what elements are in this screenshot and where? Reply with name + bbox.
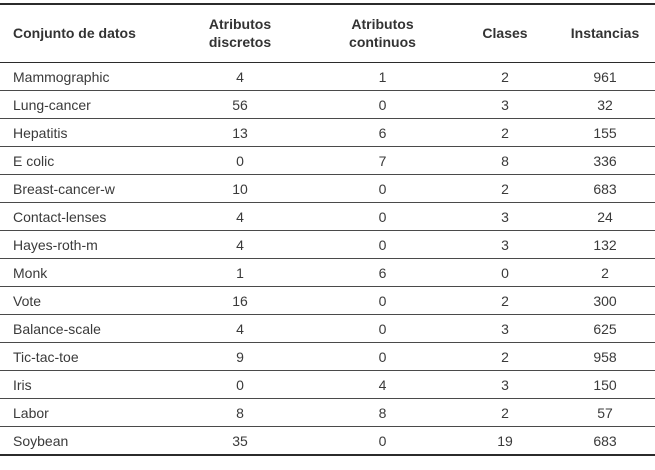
table-row: Monk 1 6 0 2: [0, 258, 655, 287]
instances-cell: 958: [555, 342, 655, 371]
column-header-discrete-attributes: Atributos discretos: [170, 4, 310, 63]
classes-cell: 3: [455, 202, 555, 231]
table-row: Lung-cancer 56 0 3 32: [0, 90, 655, 119]
discrete-attributes-cell: 4: [170, 314, 310, 343]
continuous-attributes-cell: 1: [310, 62, 455, 91]
classes-cell: 2: [455, 62, 555, 91]
discrete-attributes-cell: 4: [170, 202, 310, 231]
discrete-attributes-cell: 10: [170, 174, 310, 203]
instances-cell: 155: [555, 118, 655, 147]
column-header-instances: Instancias: [555, 4, 655, 63]
continuous-attributes-cell: 0: [310, 286, 455, 315]
table-row: Soybean 35 0 19 683: [0, 427, 655, 456]
column-header-discrete-attributes-label: Atributos discretos: [208, 16, 272, 50]
table-row: Vote 16 0 2 300: [0, 286, 655, 315]
dataset-name-cell: Lung-cancer: [0, 90, 170, 119]
discrete-attributes-cell: 9: [170, 342, 310, 371]
continuous-attributes-cell: 4: [310, 370, 455, 399]
dataset-name-cell: Labor: [0, 398, 170, 427]
discrete-attributes-cell: 0: [170, 370, 310, 399]
table-row: Hayes-roth-m 4 0 3 132: [0, 230, 655, 259]
classes-cell: 2: [455, 286, 555, 315]
continuous-attributes-cell: 8: [310, 398, 455, 427]
continuous-attributes-cell: 0: [310, 202, 455, 231]
column-header-dataset: Conjunto de datos: [0, 4, 170, 63]
table-row: E colic 0 7 8 336: [0, 146, 655, 175]
dataset-name-cell: Breast-cancer-w: [0, 174, 170, 203]
continuous-attributes-cell: 7: [310, 146, 455, 175]
classes-cell: 3: [455, 370, 555, 399]
instances-cell: 32: [555, 90, 655, 119]
instances-cell: 300: [555, 286, 655, 315]
instances-cell: 625: [555, 314, 655, 343]
continuous-attributes-cell: 0: [310, 174, 455, 203]
table-row: Balance-scale 4 0 3 625: [0, 314, 655, 343]
header-row: Conjunto de datos Atributos discretos At…: [0, 4, 655, 63]
continuous-attributes-cell: 0: [310, 342, 455, 371]
instances-cell: 683: [593, 432, 617, 449]
table-header: Conjunto de datos Atributos discretos At…: [0, 4, 655, 63]
dataset-name-cell: Hepatitis: [0, 118, 170, 147]
table-row: Hepatitis 13 6 2 155: [0, 118, 655, 147]
discrete-attributes-cell: 1: [170, 258, 310, 287]
table-body: Mammographic 4 1 2 961 Lung-cancer 56 0 3 32 Hepat…: [0, 62, 655, 456]
dataset-name-cell: Mammographic: [0, 62, 170, 91]
table-row: Tic-tac-toe 9 0 2 958: [0, 342, 655, 371]
classes-cell: 2: [455, 398, 555, 427]
discrete-attributes-cell: 4: [170, 230, 310, 259]
classes-cell: 3: [455, 90, 555, 119]
column-header-continuous-attributes: Atributos continuos: [310, 4, 455, 63]
dataset-name-cell: Vote: [0, 286, 170, 315]
discrete-attributes-cell: 35: [232, 432, 248, 449]
classes-cell: 0: [455, 258, 555, 287]
classes-cell: 2: [455, 342, 555, 371]
classes-cell: 19: [497, 432, 513, 449]
continuous-attributes-cell: 0: [310, 230, 455, 259]
instances-cell: 961: [555, 62, 655, 91]
dataset-name-cell: Balance-scale: [0, 314, 170, 343]
instances-cell: 683: [555, 174, 655, 203]
classes-cell: 8: [455, 146, 555, 175]
datasets-table: Conjunto de datos Atributos discretos At…: [0, 3, 655, 456]
discrete-attributes-cell: 4: [170, 62, 310, 91]
classes-cell: 3: [455, 314, 555, 343]
continuous-attributes-cell: 6: [310, 118, 455, 147]
instances-cell: 2: [555, 258, 655, 287]
instances-cell: 150: [555, 370, 655, 399]
instances-cell: 132: [555, 230, 655, 259]
instances-cell: 336: [555, 146, 655, 175]
table-row: Contact-lenses 4 0 3 24: [0, 202, 655, 231]
discrete-attributes-cell: 8: [170, 398, 310, 427]
table-row: Labor 8 8 2 57: [0, 398, 655, 427]
continuous-attributes-cell: 0: [310, 90, 455, 119]
classes-cell: 2: [455, 174, 555, 203]
dataset-name-cell: E colic: [0, 146, 170, 175]
classes-cell: 2: [455, 118, 555, 147]
discrete-attributes-cell: 16: [170, 286, 310, 315]
dataset-name-cell: Hayes-roth-m: [0, 230, 170, 259]
table-row: Breast-cancer-w 10 0 2 683: [0, 174, 655, 203]
discrete-attributes-cell: 56: [170, 90, 310, 119]
continuous-attributes-cell: 0: [378, 432, 387, 449]
discrete-attributes-cell: 13: [170, 118, 310, 147]
dataset-name-cell: Iris: [0, 370, 170, 399]
table-row: Iris 0 4 3 150: [0, 370, 655, 399]
dataset-name-cell: Tic-tac-toe: [0, 342, 170, 371]
continuous-attributes-cell: 6: [310, 258, 455, 287]
dataset-name-cell: Monk: [0, 258, 170, 287]
discrete-attributes-cell: 0: [170, 146, 310, 175]
column-header-classes: Clases: [455, 4, 555, 63]
instances-cell: 24: [555, 202, 655, 231]
dataset-name-cell: Soybean: [13, 432, 69, 449]
instances-cell: 57: [555, 398, 655, 427]
dataset-name-cell: Contact-lenses: [0, 202, 170, 231]
classes-cell: 3: [455, 230, 555, 259]
table-row: Mammographic 4 1 2 961: [0, 62, 655, 91]
continuous-attributes-cell: 0: [310, 314, 455, 343]
column-header-continuous-attributes-label: Atributos continuos: [349, 16, 416, 50]
